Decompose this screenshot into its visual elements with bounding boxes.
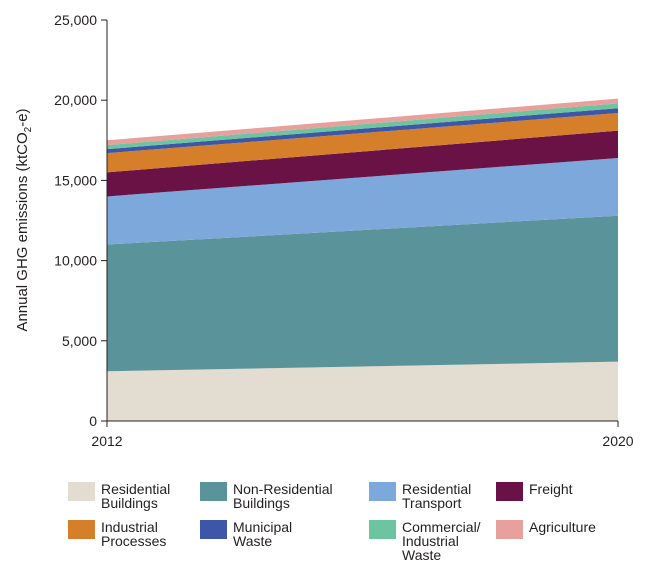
y-tick-label: 25,000	[54, 12, 97, 28]
y-tick-label: 20,000	[54, 92, 97, 108]
y-axis-ticks: 0 5,000 10,000 15,000 20,000 25,000	[54, 12, 107, 429]
legend-swatch-agriculture	[496, 520, 523, 539]
legend-label-residential-buildings: Residential	[101, 481, 170, 497]
legend-swatch-non-residential-buildings	[200, 482, 227, 501]
area-residential-transport	[107, 157, 618, 245]
area-non-residential-buildings	[107, 215, 618, 372]
legend-swatch-residential-buildings	[68, 482, 95, 501]
y-axis-label-end: -e)	[14, 108, 31, 126]
legend-swatch-freight	[496, 482, 523, 501]
area-residential-buildings	[107, 361, 618, 421]
area-industrial-processes	[107, 113, 618, 173]
legend-label-non-residential-buildings: Non-Residential	[233, 481, 333, 497]
legend-label-industrial-processes: Processes	[101, 533, 166, 549]
y-tick-label: 10,000	[54, 253, 97, 269]
legend-swatch-residential-transport	[369, 482, 396, 501]
legend-label-agriculture: Agriculture	[529, 519, 596, 535]
x-axis-ticks: 2012 2020	[91, 421, 634, 449]
legend-swatch-commercial-industrial-waste	[369, 520, 396, 539]
legend: ResidentialBuildingsNon-ResidentialBuild…	[68, 481, 596, 563]
legend-swatch-municipal-waste	[200, 520, 227, 539]
area-municipal-waste	[107, 108, 618, 154]
legend-label-freight: Freight	[529, 481, 573, 497]
y-axis-label-main: Annual GHG emissions (ktCO	[14, 132, 31, 331]
legend-label-commercial-industrial-waste: Commercial/	[402, 519, 481, 535]
legend-label-commercial-industrial-waste: Waste	[402, 547, 441, 563]
legend-label-residential-transport: Residential	[402, 481, 471, 497]
legend-label-industrial-processes: Industrial	[101, 519, 158, 535]
y-axis-label-subscript: 2	[23, 126, 34, 132]
legend-label-municipal-waste: Waste	[233, 533, 272, 549]
area-commercial-industrial-waste	[107, 103, 618, 150]
legend-label-commercial-industrial-waste: Industrial	[402, 533, 459, 549]
y-tick-label: 5,000	[62, 333, 97, 349]
y-tick-label: 15,000	[54, 172, 97, 188]
x-tick-label: 2020	[602, 433, 633, 449]
area-agriculture	[107, 98, 618, 146]
area-freight	[107, 130, 618, 197]
legend-swatch-industrial-processes	[68, 520, 95, 539]
y-tick-label: 0	[89, 413, 97, 429]
legend-label-municipal-waste: Municipal	[233, 519, 292, 535]
area-series-group	[107, 98, 618, 421]
legend-label-residential-buildings: Buildings	[101, 495, 158, 511]
legend-label-residential-transport: Transport	[402, 495, 462, 511]
legend-label-non-residential-buildings: Buildings	[233, 495, 290, 511]
y-axis-label: Annual GHG emissions (ktCO2-e)	[14, 108, 34, 331]
x-tick-label: 2012	[91, 433, 122, 449]
